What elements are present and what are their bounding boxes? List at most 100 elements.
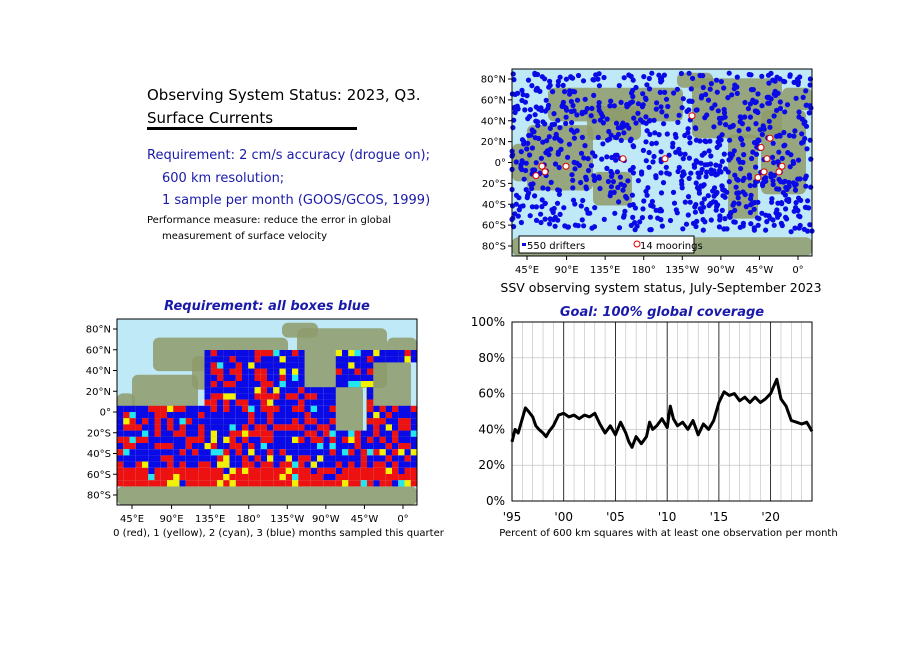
drifter-dot	[708, 81, 714, 87]
sampling-cell	[204, 381, 211, 388]
sampling-cell	[323, 480, 330, 487]
drifter-dot	[548, 179, 554, 185]
drifter-dot	[730, 122, 736, 129]
drifter-dot	[652, 130, 658, 136]
sampling-cell	[254, 374, 261, 381]
drifter-dot	[543, 97, 549, 103]
sampling-cell	[304, 436, 311, 443]
sampling-cell	[185, 455, 193, 462]
sampling-cell	[279, 362, 286, 369]
sampling-cell	[142, 474, 149, 481]
sampling-cell	[285, 467, 293, 474]
drifter-dot	[736, 128, 742, 134]
status-map-lat-tick-label: 0°	[495, 158, 506, 169]
drifter-dot	[633, 84, 639, 91]
sampling-cell	[310, 405, 318, 412]
sampling-cell	[123, 461, 130, 468]
drifter-dot	[561, 205, 567, 211]
sampling-cell	[392, 467, 399, 474]
sampling-cell	[248, 430, 255, 437]
sampling-cell	[204, 449, 211, 456]
sampling-cell	[335, 381, 343, 388]
drifter-dot	[542, 121, 548, 127]
sampling-cell	[235, 480, 243, 487]
sampling-cell	[279, 418, 286, 425]
sampling-cell	[198, 474, 205, 481]
sampling-cell	[117, 443, 124, 450]
drifter-dot	[559, 103, 565, 109]
status-map-lon-tick-label: 135°E	[590, 265, 620, 276]
sampling-cell	[229, 449, 236, 456]
status-map-lat-tick-label: 20°N	[481, 137, 506, 148]
sampling-cell	[310, 399, 318, 406]
drifter-dot	[670, 189, 677, 195]
drifter-dot	[620, 187, 626, 193]
drifter-dot	[521, 176, 527, 182]
drifter-dot	[774, 107, 780, 113]
sampling-cell	[342, 350, 349, 357]
drifter-dot	[528, 181, 534, 188]
sampling-cell	[235, 356, 243, 363]
sampling-cell	[379, 418, 386, 425]
page-subtitle: Surface Currents	[147, 109, 274, 127]
drifter-dot	[578, 150, 585, 156]
sampling-cell	[123, 430, 130, 437]
drifter-dot	[738, 135, 744, 141]
sampling-cell	[348, 474, 355, 481]
sampling-cell	[367, 430, 374, 437]
sampling-cell	[310, 424, 318, 431]
drifter-dot	[743, 204, 749, 210]
status-map-lon-tick-label: 45°W	[746, 265, 774, 276]
drifter-dot	[608, 184, 614, 190]
drifter-dot	[601, 216, 607, 222]
drifter-dot	[793, 95, 799, 101]
drifter-dot	[595, 76, 601, 82]
drifter-dot	[533, 160, 539, 166]
sampling-cell	[260, 430, 268, 437]
drifter-dot	[680, 171, 687, 177]
drifter-dot	[562, 89, 568, 95]
drifter-dot	[781, 129, 787, 136]
drifter-dots	[509, 70, 815, 235]
sampling-cell	[267, 467, 274, 474]
sampling-cell	[354, 443, 361, 450]
drifter-dot	[692, 125, 698, 131]
sampling-cell	[154, 443, 161, 450]
drifter-dot	[690, 75, 696, 81]
sampling-cell	[360, 381, 368, 388]
drifter-dot	[522, 99, 528, 105]
sampling-cell	[248, 368, 255, 375]
drifter-dot	[774, 74, 780, 80]
drifter-dot	[612, 152, 618, 158]
sampling-cell	[167, 418, 174, 425]
sampling-cell	[367, 424, 374, 431]
drifter-dot	[782, 142, 788, 148]
drifter-dot	[755, 109, 761, 116]
sampling-cell	[217, 474, 224, 481]
sampling-cell	[173, 412, 180, 419]
sampling-cell	[204, 405, 211, 412]
sampling-cell	[217, 436, 224, 443]
sampling-cell	[167, 474, 174, 481]
sampling-cell	[167, 424, 174, 431]
drifter-dot	[747, 183, 753, 189]
sampling-cell	[267, 480, 274, 487]
sampling-cell	[298, 418, 305, 425]
sampling-cell	[348, 430, 355, 437]
sampling-cell	[360, 430, 368, 437]
sampling-cell	[310, 393, 318, 400]
sampling-cell	[267, 399, 274, 406]
status-map-lon-tick-label: 45°E	[515, 265, 539, 276]
sampling-cell	[223, 350, 230, 357]
sampling-cell	[260, 480, 268, 487]
sampling-cell	[360, 374, 368, 381]
sampling-cell	[404, 356, 411, 363]
sampling-cell	[335, 374, 343, 381]
sampling-cell	[392, 461, 399, 468]
drifter-legend-swatch	[522, 243, 526, 246]
sampling-cell	[185, 467, 193, 474]
drifter-dot	[726, 179, 732, 185]
sampling-cell	[192, 430, 199, 437]
sampling-cell	[123, 412, 130, 419]
sampling-cell	[398, 449, 405, 456]
